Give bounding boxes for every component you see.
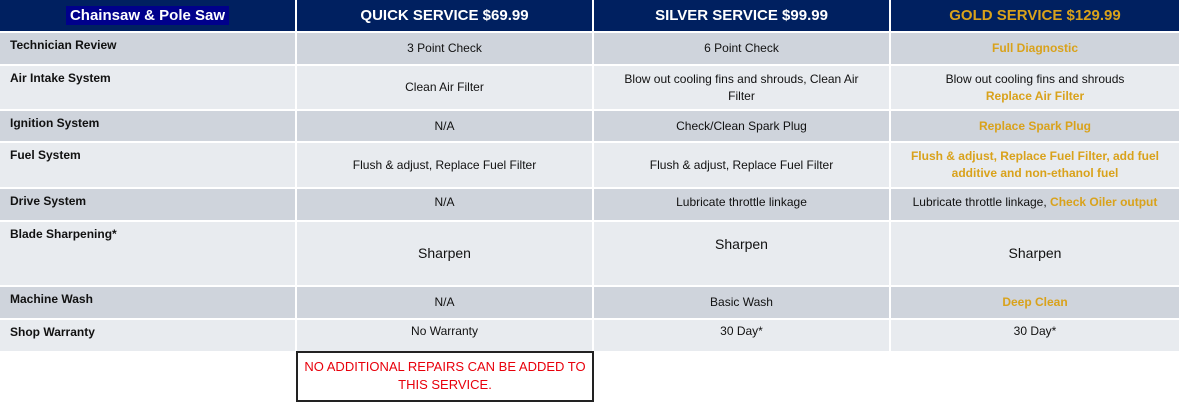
quick-cell: Sharpen (297, 222, 592, 285)
row-label: Blade Sharpening* (0, 222, 295, 285)
no-repairs-note: NO ADDITIONAL REPAIRS CAN BE ADDED TO TH… (296, 351, 594, 402)
quick-cell: N/A (297, 189, 592, 220)
gold-cell: Full Diagnostic (891, 33, 1179, 64)
gold-plain-text: Blow out cooling fins and shrouds (945, 71, 1125, 86)
silver-cell: Lubricate throttle linkage (594, 189, 889, 220)
table-row: Air Intake System Clean Air Filter Blow … (0, 66, 1179, 109)
table-row: Machine Wash N/A Basic Wash Deep Clean (0, 287, 1179, 318)
silver-cell: 6 Point Check (594, 33, 889, 64)
table-row: Fuel System Flush & adjust, Replace Fuel… (0, 143, 1179, 187)
row-label: Shop Warranty (0, 320, 295, 351)
quick-cell: Clean Air Filter (297, 66, 592, 109)
quick-cell: No Warranty (297, 320, 592, 351)
silver-cell: Blow out cooling fins and shrouds, Clean… (594, 66, 889, 109)
service-comparison-table: Chainsaw & Pole Saw QUICK SERVICE $69.99… (0, 0, 1179, 351)
quick-cell: N/A (297, 287, 592, 318)
silver-cell: Check/Clean Spark Plug (594, 111, 889, 141)
table-row: Shop Warranty No Warranty 30 Day* 30 Day… (0, 320, 1179, 351)
row-label: Technician Review (0, 33, 295, 64)
header-row: Chainsaw & Pole Saw QUICK SERVICE $69.99… (0, 0, 1179, 31)
table-row: Ignition System N/A Check/Clean Spark Pl… (0, 111, 1179, 141)
gold-cell: 30 Day* (891, 320, 1179, 351)
gold-plain-text: Lubricate throttle linkage, (912, 195, 1051, 209)
gold-cell: Flush & adjust, Replace Fuel Filter, add… (891, 143, 1179, 187)
quick-service-header: QUICK SERVICE $69.99 (297, 0, 592, 31)
silver-cell: 30 Day* (594, 320, 889, 351)
gold-service-header: GOLD SERVICE $129.99 (891, 0, 1179, 31)
gold-highlight-text: Replace Air Filter (985, 88, 1085, 103)
silver-service-header: SILVER SERVICE $99.99 (594, 0, 889, 31)
row-label: Air Intake System (0, 66, 295, 109)
silver-cell: Flush & adjust, Replace Fuel Filter (594, 143, 889, 187)
gold-cell: Lubricate throttle linkage, Check Oiler … (891, 189, 1179, 220)
table-row: Technician Review 3 Point Check 6 Point … (0, 33, 1179, 64)
table-row: Blade Sharpening* Sharpen Sharpen Sharpe… (0, 222, 1179, 285)
gold-cell: Deep Clean (891, 287, 1179, 318)
quick-cell: Flush & adjust, Replace Fuel Filter (297, 143, 592, 187)
quick-cell: N/A (297, 111, 592, 141)
quick-cell: 3 Point Check (297, 33, 592, 64)
gold-cell: Replace Spark Plug (891, 111, 1179, 141)
table-title: Chainsaw & Pole Saw (0, 0, 295, 31)
row-label: Ignition System (0, 111, 295, 141)
row-label: Drive System (0, 189, 295, 220)
table-row: Drive System N/A Lubricate throttle link… (0, 189, 1179, 220)
gold-cell: Sharpen (891, 222, 1179, 285)
gold-cell: Blow out cooling fins and shrouds Replace… (891, 66, 1179, 109)
gold-highlight-text: Check Oiler output (1050, 195, 1158, 209)
row-label: Machine Wash (0, 287, 295, 318)
row-label: Fuel System (0, 143, 295, 187)
silver-cell: Basic Wash (594, 287, 889, 318)
silver-cell: Sharpen (594, 222, 889, 285)
